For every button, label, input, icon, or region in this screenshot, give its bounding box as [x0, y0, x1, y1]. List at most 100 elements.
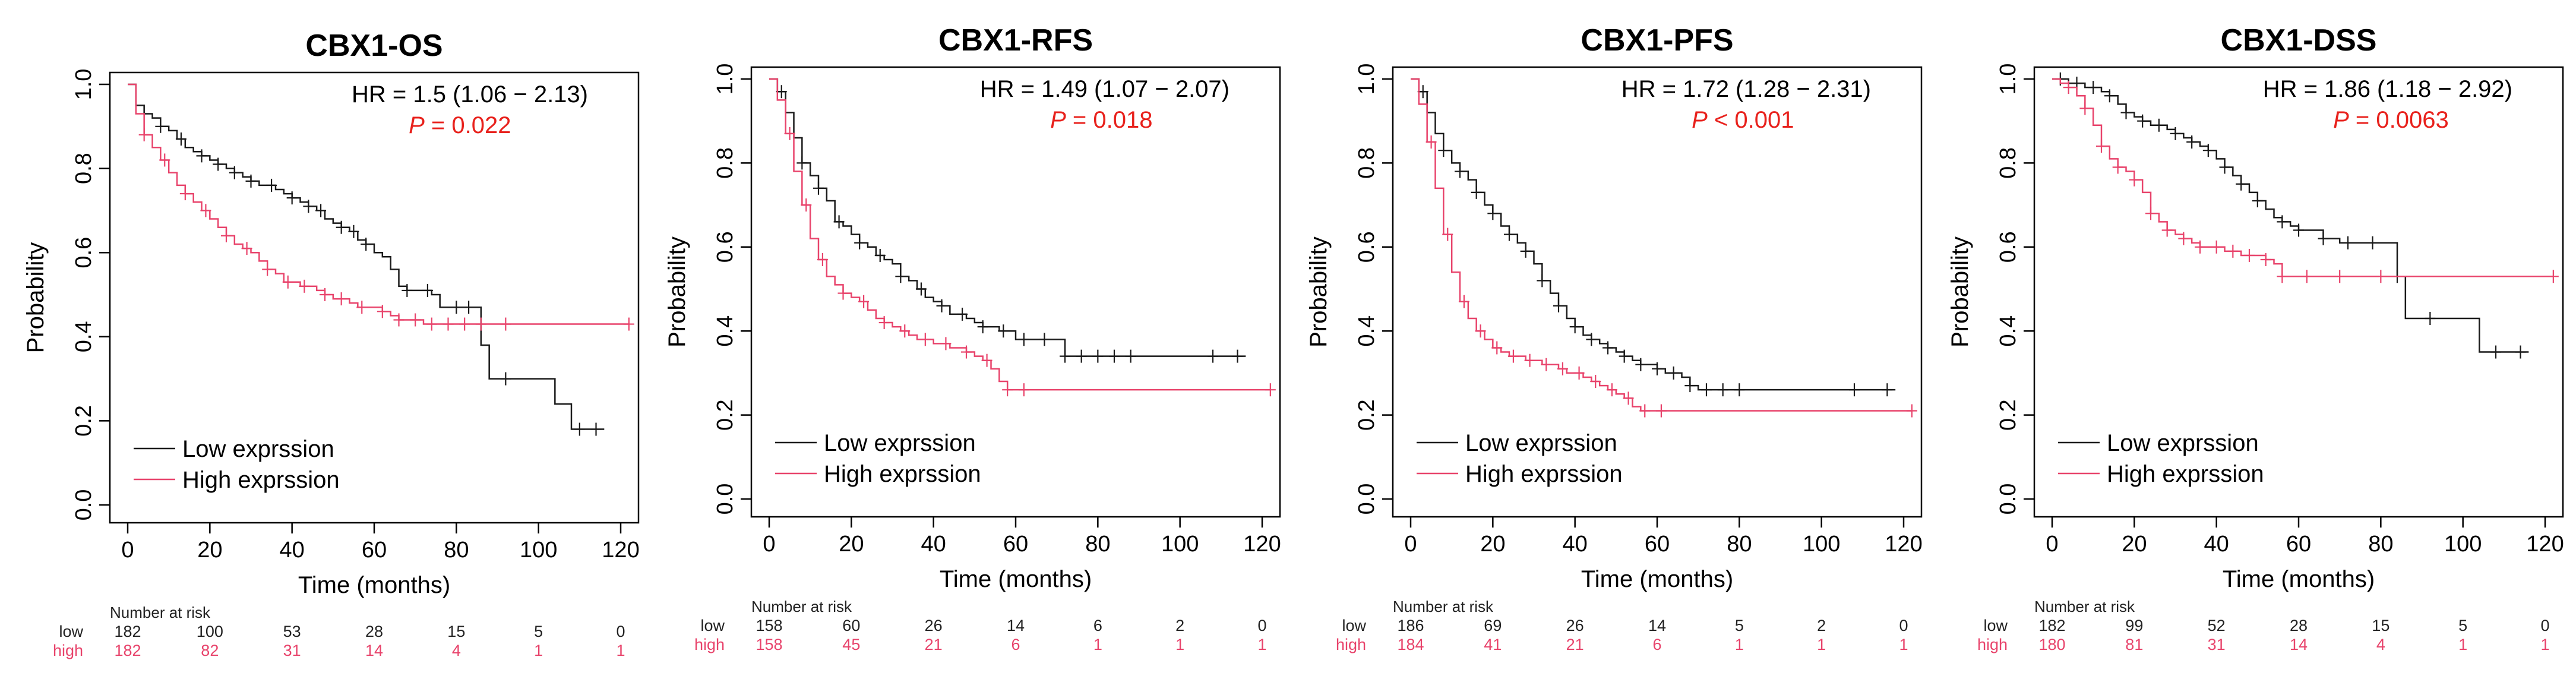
risk-value-high: 6 — [1011, 636, 1020, 653]
censor-mark-low — [2186, 135, 2198, 149]
p-value-text: = 0.0063 — [2349, 107, 2449, 133]
risk-row-label-high: high — [1977, 636, 2008, 653]
censor-mark-high — [878, 316, 890, 330]
risk-value-high: 1 — [1175, 636, 1184, 653]
p-value-text: = 0.022 — [425, 112, 511, 138]
legend-label-low: Low exprssion — [2107, 430, 2259, 456]
y-tick-label: 0.2 — [1354, 399, 1379, 431]
censor-mark-low — [1471, 185, 1482, 199]
x-tick-label: 120 — [1885, 532, 1922, 557]
y-tick-label: 0.6 — [713, 231, 738, 263]
censor-mark-low — [1652, 362, 1662, 375]
x-tick-label: 100 — [520, 538, 557, 563]
x-tick-label: 80 — [1727, 532, 1752, 557]
x-tick-label: 20 — [2122, 532, 2147, 557]
censor-mark-high — [442, 317, 454, 331]
risk-table: Number at risk low 182 100 53 28 15 5 0 high 182 82… — [53, 604, 625, 659]
censor-mark-high — [1906, 404, 1917, 418]
chart-title: CBX1-DSS — [2221, 23, 2377, 58]
risk-value-low: 5 — [2458, 617, 2467, 634]
risk-value-low: 15 — [2372, 617, 2389, 634]
censor-mark-high — [221, 229, 232, 242]
censor-mark-high — [2112, 160, 2123, 174]
censor-mark-low — [175, 132, 187, 146]
censor-mark-low — [1701, 383, 1712, 397]
censor-mark-low — [1092, 349, 1104, 363]
risk-value-high: 1 — [2458, 636, 2467, 653]
x-axis-label: Time (months) — [1581, 566, 1733, 592]
censor-mark-low — [361, 238, 372, 251]
censor-mark-high — [1623, 391, 1634, 405]
censor-mark-high — [1557, 362, 1568, 375]
risk-value-high: 31 — [2208, 636, 2226, 653]
censor-mark-low — [796, 156, 808, 170]
risk-value-low: 186 — [1397, 617, 1424, 634]
censor-mark-low — [1018, 333, 1029, 346]
risk-value-low: 53 — [283, 623, 301, 640]
risk-row-label-high: high — [53, 642, 83, 659]
y-axis-label: Probability — [1947, 236, 1973, 348]
censor-mark-high — [377, 305, 388, 318]
risk-table-header: Number at risk — [1393, 598, 1494, 615]
y-tick-label: 0.0 — [1354, 484, 1379, 515]
censor-mark-high — [241, 242, 252, 255]
risk-row-label-low: low — [1342, 617, 1366, 634]
censor-mark-low — [1487, 207, 1499, 220]
censor-mark-high — [459, 317, 470, 331]
chart-title: CBX1-PFS — [1581, 23, 1733, 58]
risk-value-high: 4 — [452, 642, 461, 659]
y-tick-label: 0.8 — [713, 147, 738, 179]
censor-mark-high — [1590, 375, 1601, 389]
risk-value-low: 6 — [1093, 617, 1102, 634]
censor-mark-low — [2490, 345, 2501, 359]
censor-mark-low — [1520, 244, 1531, 258]
km-curve-high — [769, 78, 1270, 391]
legend-label-low: Low exprssion — [182, 436, 334, 462]
censor-mark-high — [1541, 358, 1552, 371]
censor-mark-low — [1717, 383, 1728, 397]
censor-mark-high — [393, 313, 404, 327]
km-curve-high — [2052, 78, 2553, 277]
censor-mark-low — [266, 178, 277, 192]
risk-value-low: 5 — [1735, 617, 1744, 634]
y-tick-label: 0.2 — [713, 399, 738, 431]
y-tick-label: 0.4 — [1996, 315, 2021, 347]
censor-mark-low — [315, 204, 327, 217]
censor-mark-low — [451, 301, 462, 314]
risk-value-high: 158 — [756, 636, 782, 653]
y-tick-label: 0.6 — [1996, 231, 2021, 263]
censor-mark-high — [410, 313, 421, 327]
y-tick-label: 1.0 — [1354, 64, 1379, 95]
risk-value-low: 69 — [1484, 617, 1502, 634]
risk-value-low: 26 — [925, 617, 943, 634]
censor-mark-high — [940, 337, 952, 350]
km-curve-high — [128, 83, 629, 325]
censor-mark-high — [1002, 383, 1013, 397]
censor-mark-high — [2195, 240, 2205, 254]
censor-mark-high — [2161, 223, 2173, 237]
censor-mark-high — [2375, 270, 2387, 283]
risk-row-label-low: low — [1983, 617, 2008, 634]
x-tick-label: 100 — [2444, 532, 2482, 557]
risk-table-header: Number at risk — [110, 604, 211, 621]
censor-mark-low — [402, 283, 413, 297]
censor-mark-low — [422, 283, 433, 297]
censor-mark-low — [2252, 194, 2263, 208]
censor-mark-low — [1734, 383, 1745, 397]
censor-mark-low — [1553, 299, 1564, 312]
x-tick-label: 120 — [2526, 532, 2564, 557]
censor-mark-low — [463, 301, 475, 314]
censor-mark-high — [475, 317, 486, 331]
censor-mark-high — [1458, 295, 1469, 308]
censor-mark-high — [817, 253, 828, 267]
censor-mark-low — [1109, 349, 1120, 363]
hr-annotation: HR = 1.49 (1.07 − 2.07) — [980, 76, 1229, 102]
censor-mark-high — [2079, 102, 2091, 115]
risk-value-high: 4 — [2376, 636, 2385, 653]
censor-mark-high — [623, 317, 634, 331]
censor-mark-high — [2277, 270, 2288, 283]
risk-value-high: 1 — [2540, 636, 2549, 653]
risk-row-label-low: low — [700, 617, 725, 634]
risk-value-low: 52 — [2208, 617, 2226, 634]
